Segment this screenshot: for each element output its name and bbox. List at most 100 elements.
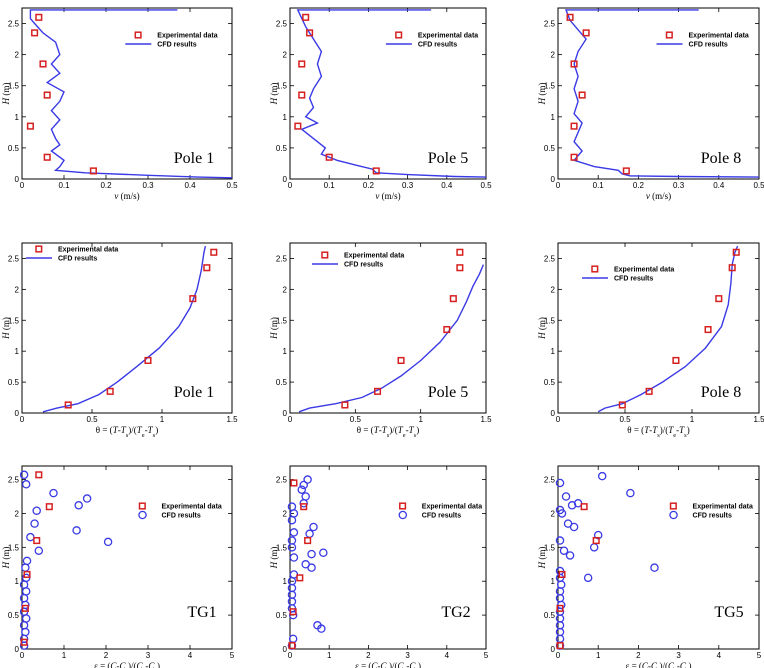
x-tick-label: 0.1: [593, 181, 605, 190]
x-tick-label: 0: [20, 651, 25, 660]
x-axis-label: θ = (T-Ts)/(Te-Ts): [627, 425, 689, 439]
experimental-point: [373, 387, 382, 395]
x-axis-label: v (m/s): [646, 191, 671, 201]
legend-cfd-marker: [669, 510, 678, 520]
x-tick-label: 5: [757, 651, 762, 660]
cfd-line: [298, 264, 485, 413]
y-tick-label: 2: [551, 509, 556, 518]
cfd-point: [597, 471, 607, 481]
cfd-point: [299, 499, 308, 508]
y-tick-label: 0: [283, 645, 288, 654]
y-axis-label: H (m): [537, 547, 547, 570]
legend-exp-label: Experimental data: [422, 504, 482, 511]
cfd-point: [21, 563, 30, 572]
cfd-point: [21, 614, 31, 623]
cfd-point: [569, 522, 579, 532]
cfd-point: [34, 546, 44, 555]
panel-label: TG5: [714, 604, 743, 621]
y-axis-label: H (m): [537, 317, 547, 340]
y-tick-label: 2.5: [276, 476, 288, 485]
cfd-point: [287, 543, 297, 552]
x-tick-label: 3: [146, 651, 151, 660]
cfd-point: [82, 494, 92, 503]
panel-6: 0 0.5 1 1.5 0 0.5 1 1.5 2 2.5 H (m) θ = (T-Ts)/(Te-…: [537, 242, 764, 439]
legend-cfd-label: CFD results: [693, 513, 732, 520]
panel-label: Pole 8: [701, 384, 741, 401]
cfd-point: [287, 641, 297, 650]
legend: Experimental data CFD results: [138, 502, 222, 520]
y-tick-label: 0: [15, 645, 20, 654]
legend: Experimental data CFD results: [26, 245, 118, 263]
legend-cfd-label: CFD results: [689, 42, 728, 49]
legend-cfd-label: CFD results: [418, 42, 457, 49]
y-tick-label: 1: [283, 347, 288, 356]
experimental-point: [715, 295, 723, 303]
cfd-point: [303, 475, 312, 484]
x-tick-label: 2: [636, 651, 641, 660]
cfd-point: [307, 549, 316, 559]
legend: Experimental data CFD results: [385, 31, 478, 49]
experimental-point: [341, 401, 349, 409]
y-tick-label: 0.5: [276, 144, 288, 153]
experimental-point: [570, 153, 578, 161]
cfd-point: [288, 634, 298, 644]
x-tick-label: 0.4: [441, 181, 453, 190]
x-tick-label: 1.5: [480, 415, 492, 424]
x-tick-label: 1: [418, 415, 423, 424]
x-tick-label: 0: [556, 181, 561, 190]
y-axis-label: H (m): [537, 83, 547, 106]
x-tick-label: 0.1: [324, 181, 336, 190]
x-tick-label: 4: [717, 651, 722, 660]
legend-exp-marker: [35, 245, 43, 253]
y-tick-label: 2: [283, 51, 288, 60]
experimental-point: [582, 29, 590, 37]
cfd-point: [626, 488, 635, 498]
x-tick-label: 0.2: [100, 181, 112, 190]
x-tick-label: 0.4: [713, 181, 725, 190]
cfd-point: [30, 519, 39, 528]
experimental-point: [20, 638, 28, 646]
experimental-point: [21, 604, 29, 612]
legend-exp-marker: [665, 31, 673, 39]
legend-exp-marker: [591, 265, 599, 273]
legend-exp-label: Experimental data: [162, 504, 222, 511]
y-tick-label: 2: [15, 509, 20, 518]
y-tick-label: 1: [551, 113, 556, 122]
cfd-point: [301, 492, 310, 501]
cfd-point: [555, 621, 565, 630]
cfd-line: [42, 245, 207, 413]
cfd-point: [555, 627, 565, 637]
y-tick-label: 1: [283, 113, 288, 122]
legend-exp-label: Experimental data: [614, 267, 674, 274]
x-axis-label: v (m/s): [114, 191, 139, 201]
experimental-point: [570, 60, 578, 68]
legend-cfd-label: CFD results: [157, 42, 196, 49]
y-tick-label: 2.5: [544, 476, 556, 485]
experimental-point: [622, 167, 630, 175]
cfd-point: [307, 563, 316, 572]
cfd-point: [309, 522, 318, 532]
x-tick-label: 4: [445, 651, 450, 660]
x-tick-label: 1.5: [753, 415, 764, 424]
cfd-point: [650, 563, 659, 572]
y-tick-label: 1.5: [544, 543, 556, 552]
experimental-point: [43, 91, 51, 99]
cfd-point: [287, 583, 297, 593]
legend-cfd-label: CFD results: [58, 256, 97, 263]
cfd-line: [564, 9, 760, 178]
panel-label: Pole 1: [174, 384, 214, 401]
panel-4: 0 0.5 1 1.5 0 0.5 1 1.5 2 2.5 H (m) θ = (T-Ts)/(Te-…: [1, 242, 238, 439]
cfd-point: [22, 556, 32, 566]
panel-label: Pole 8: [701, 150, 741, 167]
legend-exp-label: Experimental data: [58, 247, 118, 254]
y-tick-label: 2.5: [544, 254, 556, 263]
experimental-point: [302, 13, 310, 21]
experimental-point: [325, 153, 333, 161]
experimental-point: [290, 479, 298, 487]
y-tick-label: 1.5: [8, 316, 20, 325]
legend-cfd-label: CFD results: [422, 513, 461, 520]
cfd-point: [26, 532, 35, 542]
y-tick-label: 1: [283, 577, 288, 586]
x-tick-label: 2: [104, 651, 109, 660]
x-tick-label: 0: [556, 415, 561, 424]
